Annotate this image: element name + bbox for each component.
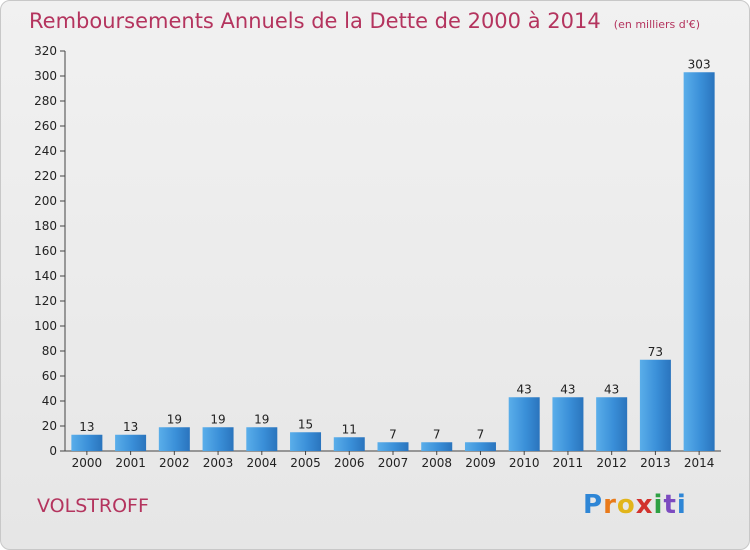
y-tick-label: 80 bbox=[42, 344, 57, 358]
y-axis: 0 20 40 60 80 100 120 140 160 180 200 220 240 260 280 3… bbox=[34, 44, 721, 458]
bar-2007 bbox=[377, 442, 409, 451]
x-tick-label-2005: 2005 bbox=[290, 456, 321, 470]
value-label-2001: 13 bbox=[123, 420, 138, 434]
value-label-2010: 43 bbox=[517, 382, 532, 396]
x-tick-label-2003: 2003 bbox=[203, 456, 234, 470]
y-tick-label: 240 bbox=[34, 144, 57, 158]
x-tick-label-2011: 2011 bbox=[553, 456, 584, 470]
y-tick-label: 120 bbox=[34, 294, 57, 308]
y-tick-label: 100 bbox=[34, 319, 57, 333]
bar-2003 bbox=[202, 427, 234, 451]
y-tick-label: 320 bbox=[34, 44, 57, 58]
x-tick-label-2010: 2010 bbox=[509, 456, 540, 470]
y-tick-label: 60 bbox=[42, 369, 57, 383]
value-label-2007: 7 bbox=[389, 427, 397, 441]
bar-2012 bbox=[596, 397, 628, 451]
bar-2010 bbox=[508, 397, 540, 451]
y-tick-label: 260 bbox=[34, 119, 57, 133]
y-tick-label: 160 bbox=[34, 244, 57, 258]
y-tick-label: 180 bbox=[34, 219, 57, 233]
value-label-2011: 43 bbox=[560, 382, 575, 396]
x-tick-label-2007: 2007 bbox=[378, 456, 409, 470]
value-label-2013: 73 bbox=[648, 345, 663, 359]
value-label-2006: 11 bbox=[342, 422, 357, 436]
x-tick-label-2013: 2013 bbox=[640, 456, 671, 470]
x-tick-label-2004: 2004 bbox=[247, 456, 278, 470]
proxiti-logo: Proxiti bbox=[583, 490, 687, 520]
y-tick-label: 280 bbox=[34, 94, 57, 108]
value-label-2014: 303 bbox=[688, 57, 711, 71]
chart-subtitle: (en milliers d'€) bbox=[613, 18, 701, 31]
x-tick-label-2002: 2002 bbox=[159, 456, 190, 470]
y-tick-label: 140 bbox=[34, 269, 57, 283]
bar-2004 bbox=[246, 427, 278, 451]
x-tick-label-2001: 2001 bbox=[115, 456, 146, 470]
chart-title: Remboursements Annuels de la Dette de 20… bbox=[29, 9, 601, 33]
value-label-2002: 19 bbox=[167, 412, 182, 426]
x-tick-label-2009: 2009 bbox=[465, 456, 496, 470]
value-label-2000: 13 bbox=[79, 420, 94, 434]
bar-2014 bbox=[683, 72, 715, 451]
value-label-2004: 19 bbox=[254, 412, 269, 426]
value-label-2008: 7 bbox=[433, 427, 441, 441]
commune-name: VOLSTROFF bbox=[37, 495, 149, 517]
bar-2001 bbox=[115, 434, 147, 451]
bar-2013 bbox=[639, 359, 671, 451]
x-tick-label-2012: 2012 bbox=[596, 456, 627, 470]
value-label-2003: 19 bbox=[210, 412, 225, 426]
y-tick-label: 220 bbox=[34, 169, 57, 183]
bar-2009 bbox=[464, 442, 496, 451]
x-tick-label-2014: 2014 bbox=[684, 456, 715, 470]
value-label-2012: 43 bbox=[604, 382, 619, 396]
y-tick-label: 20 bbox=[42, 419, 57, 433]
y-tick-label: 40 bbox=[42, 394, 57, 408]
x-axis: 2000 2001 2002 2003 2004 2005 2006 2007 2008 2009… bbox=[72, 451, 715, 470]
x-tick-label-2008: 2008 bbox=[421, 456, 452, 470]
bar-2000 bbox=[71, 434, 103, 451]
bar-2002 bbox=[158, 427, 190, 451]
bar-2005 bbox=[290, 432, 322, 451]
value-label-2005: 15 bbox=[298, 417, 313, 431]
x-tick-label-2000: 2000 bbox=[72, 456, 103, 470]
bar-2008 bbox=[421, 442, 453, 451]
value-label-2009: 7 bbox=[477, 427, 485, 441]
bar-2006 bbox=[333, 437, 365, 451]
bars bbox=[71, 72, 715, 451]
x-tick-label-2006: 2006 bbox=[334, 456, 365, 470]
y-tick-label: 300 bbox=[34, 69, 57, 83]
y-tick-label: 0 bbox=[49, 444, 57, 458]
title-row: Remboursements Annuels de la Dette de 20… bbox=[29, 9, 700, 33]
y-tick-label: 200 bbox=[34, 194, 57, 208]
bar-2011 bbox=[552, 397, 584, 451]
data-labels: 13 13 19 19 19 15 11 7 7 7 43 43 43 73 303 bbox=[79, 57, 710, 441]
